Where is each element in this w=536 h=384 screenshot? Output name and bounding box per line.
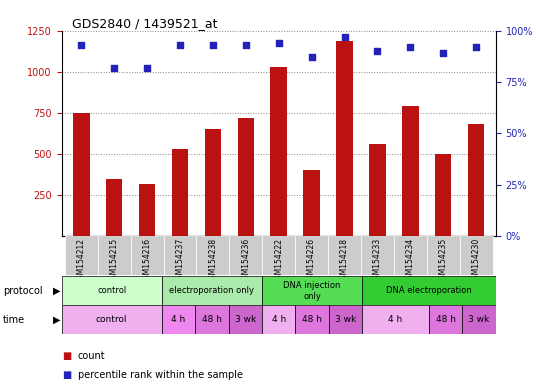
Bar [237,118,254,236]
Text: ▶: ▶ [53,286,60,296]
Text: DNA electroporation: DNA electroporation [386,286,472,295]
Text: GSM154212: GSM154212 [77,238,86,284]
Text: DNA injection
only: DNA injection only [284,281,341,301]
Bar [98,236,131,275]
Text: 48 h: 48 h [202,315,222,324]
Bar [361,236,394,275]
Text: 3 wk: 3 wk [468,315,490,324]
Text: GSM154222: GSM154222 [274,238,283,284]
Point [406,44,414,50]
Text: electroporation only: electroporation only [169,286,255,295]
Bar [336,41,353,236]
Point [110,65,118,71]
Text: GSM154226: GSM154226 [307,238,316,284]
Bar [402,106,419,236]
Point [176,42,184,48]
Text: GSM154216: GSM154216 [143,238,152,284]
Bar [394,236,427,275]
Bar [139,184,155,236]
Bar [369,144,385,236]
Text: 4 h: 4 h [272,315,286,324]
Text: GSM154233: GSM154233 [373,238,382,284]
Text: control: control [96,315,128,324]
Bar [131,236,163,275]
Bar [229,305,262,334]
Point [274,40,283,46]
Bar [262,276,362,305]
Text: ■: ■ [62,370,71,380]
Point [340,34,349,40]
Text: GSM154237: GSM154237 [176,238,184,284]
Bar [229,236,262,275]
Bar [162,276,262,305]
Point [439,50,448,56]
Bar [328,236,361,275]
Bar [460,236,493,275]
Text: time: time [3,315,25,325]
Text: ■: ■ [62,351,71,361]
Bar [463,305,496,334]
Bar [62,305,162,334]
Text: GSM154215: GSM154215 [110,238,119,284]
Bar [172,149,188,236]
Text: GSM154236: GSM154236 [241,238,250,284]
Point [143,65,152,71]
Text: 4 h: 4 h [389,315,403,324]
Text: ▶: ▶ [53,315,60,325]
Text: GSM154234: GSM154234 [406,238,415,284]
Bar [197,236,229,275]
Text: protocol: protocol [3,286,42,296]
Text: GDS2840 / 1439521_at: GDS2840 / 1439521_at [72,17,218,30]
Bar [106,179,123,236]
Text: GSM154238: GSM154238 [209,238,218,284]
Text: GSM154230: GSM154230 [472,238,481,284]
Bar [195,305,229,334]
Bar [303,170,320,236]
Point [373,48,382,55]
Bar [362,276,496,305]
Point [209,42,217,48]
Text: 48 h: 48 h [302,315,322,324]
Bar [329,305,362,334]
Text: GSM154235: GSM154235 [438,238,448,284]
Text: GSM154218: GSM154218 [340,238,349,284]
Text: count: count [78,351,106,361]
Text: 48 h: 48 h [436,315,456,324]
Point [242,42,250,48]
Text: 3 wk: 3 wk [235,315,256,324]
Point [307,55,316,61]
Bar [427,236,460,275]
Bar [435,154,451,236]
Bar [468,124,485,236]
Bar [295,236,328,275]
Bar [163,236,197,275]
Bar [65,236,98,275]
Bar [262,305,295,334]
Text: 4 h: 4 h [172,315,185,324]
Bar [62,276,162,305]
Point [472,44,480,50]
Bar [271,67,287,236]
Bar [205,129,221,236]
Bar [73,113,90,236]
Bar [262,236,295,275]
Text: percentile rank within the sample: percentile rank within the sample [78,370,243,380]
Text: 3 wk: 3 wk [335,315,356,324]
Point [77,42,86,48]
Bar [362,305,429,334]
Bar [295,305,329,334]
Text: control: control [97,286,126,295]
Bar [429,305,463,334]
Bar [162,305,195,334]
